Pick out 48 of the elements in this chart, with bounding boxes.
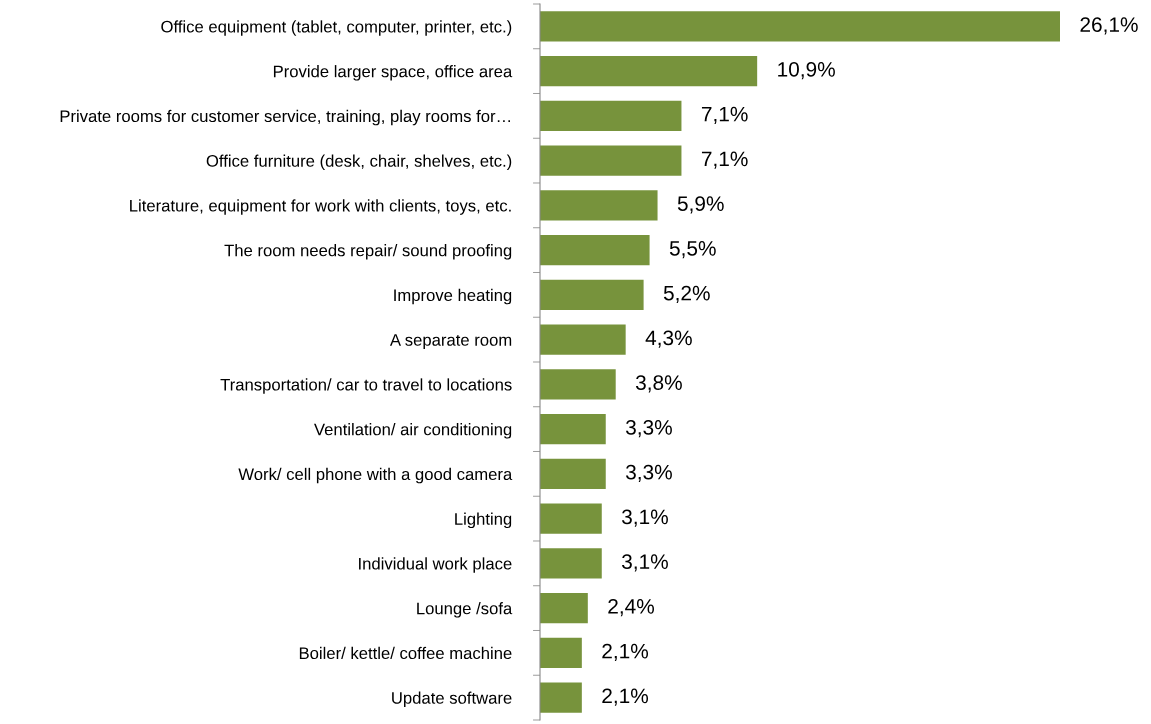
data-label: 4,3% xyxy=(645,330,692,348)
data-label: 26,1% xyxy=(1080,17,1138,35)
bar xyxy=(540,234,650,266)
bar xyxy=(540,503,602,534)
y-tick-label: Office furniture (desk, chair, shelves, etc.) xyxy=(206,154,512,171)
y-tick-label: Boiler/ kettle/ coffee machine xyxy=(299,646,512,660)
bar xyxy=(540,592,588,624)
y-tick-label: Lounge /sofa xyxy=(417,602,513,618)
bar xyxy=(540,548,602,579)
data-label: 3,1% xyxy=(622,554,668,572)
y-tick-label: Literature, equipment for work with clients, toys, etc. xyxy=(130,199,511,215)
bar xyxy=(540,55,758,87)
bar xyxy=(540,11,1060,42)
y-tick-label: Ventilation/ air conditioning xyxy=(314,423,512,439)
y-tick-label: Improve heating xyxy=(394,288,512,305)
data-label: 3,3% xyxy=(625,464,672,482)
y-tick-label: Work/ cell phone with a good camera xyxy=(238,467,513,484)
y-tick-label: A separate room xyxy=(389,334,512,350)
data-label: 5,9% xyxy=(677,196,724,214)
data-label: 10,9% xyxy=(778,61,835,80)
data-label: 2,4% xyxy=(608,598,654,617)
y-tick-label: Transportation/ car to travel to locations xyxy=(220,378,512,394)
data-label: 2,1% xyxy=(602,643,649,661)
data-label: 3,1% xyxy=(622,509,668,527)
bar xyxy=(540,682,582,713)
y-tick-label: Private rooms for customer service, training, play rooms for… xyxy=(60,109,510,126)
data-label: 3,3% xyxy=(625,419,672,438)
data-label: 3,8% xyxy=(635,375,682,393)
data-label: 2,1% xyxy=(602,688,649,706)
y-tick-label: Update software xyxy=(392,691,512,708)
bar xyxy=(540,190,658,221)
bar xyxy=(540,637,582,669)
bar xyxy=(540,458,606,490)
data-label: 5,5% xyxy=(669,241,716,259)
bar xyxy=(540,324,626,355)
y-tick-label: Provide larger space, office area xyxy=(273,65,513,81)
y-tick-label: Lighting xyxy=(455,512,512,529)
bar xyxy=(540,369,616,400)
data-label: 7,1% xyxy=(701,106,748,124)
y-tick-label: Individual work place xyxy=(359,557,512,573)
y-tick-label: Office equipment (tablet, computer, printer, etc.) xyxy=(161,20,512,36)
bar xyxy=(540,279,644,311)
bar xyxy=(540,413,606,445)
data-label: 5,2% xyxy=(663,285,710,303)
bar xyxy=(540,145,682,176)
data-label: 7,1% xyxy=(701,151,748,169)
bar xyxy=(540,100,682,132)
y-tick-label: The room needs repair/ sound proofing xyxy=(224,244,512,260)
